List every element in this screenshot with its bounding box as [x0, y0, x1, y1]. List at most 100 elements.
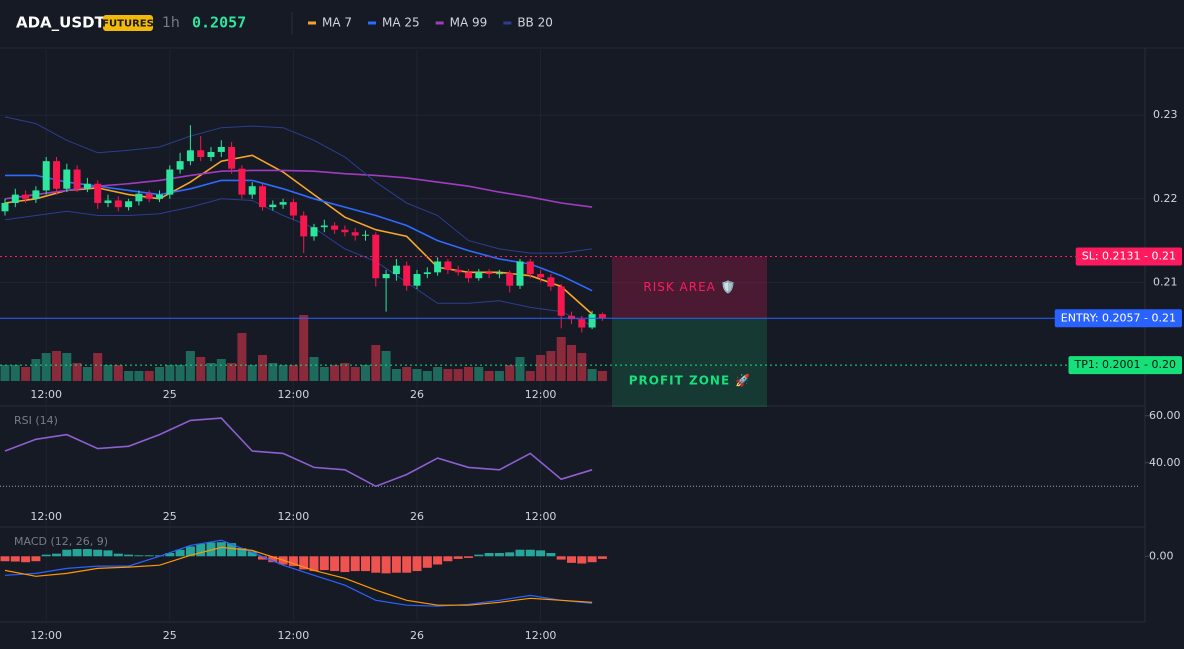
x-tick-label: 12:00	[525, 388, 557, 401]
candle-body	[320, 225, 328, 228]
ma-line	[5, 174, 593, 292]
macd-histogram	[536, 550, 546, 557]
volume-bar	[155, 367, 164, 381]
macd-histogram	[165, 553, 175, 557]
ma-line	[4, 154, 593, 315]
volume-bar	[237, 333, 247, 381]
candle-body	[300, 215, 308, 237]
x-tick-label: 12:00	[278, 510, 310, 523]
candle-body	[125, 201, 133, 208]
x-tick-label: 26	[410, 510, 424, 523]
x-tick-label: 12:00	[278, 388, 310, 401]
candle-body	[341, 229, 349, 233]
legend-label: BB 20	[517, 16, 553, 30]
macd-histogram	[402, 556, 412, 573]
macd-histogram	[21, 556, 31, 563]
volume-bar	[134, 371, 144, 381]
macd-histogram	[597, 556, 607, 559]
macd-histogram	[391, 556, 401, 573]
volume-bar	[494, 371, 504, 381]
x-tick-label: 25	[163, 510, 177, 523]
volume-bar	[525, 371, 535, 381]
volume-bar	[412, 369, 422, 381]
candle-body	[362, 234, 369, 236]
candle-body	[289, 202, 297, 216]
macd-histogram	[185, 546, 195, 557]
volume-bar	[103, 365, 113, 381]
y-tick-label: 0.00	[1149, 549, 1174, 562]
candle-body	[248, 186, 256, 195]
volume-bar	[515, 357, 525, 381]
zone-label: RISK AREA 🛡️	[643, 280, 736, 294]
macd-histogram	[546, 553, 556, 557]
plot: RISK AREA 🛡️ PROFIT ZONE 🚀 SL: 0.2131 - 0.…	[0, 116, 1182, 607]
x-tick-label: 26	[410, 629, 424, 642]
volume-bar	[464, 367, 473, 381]
macd-histogram	[288, 556, 298, 567]
signal-line	[4, 546, 593, 606]
candle-body	[145, 193, 153, 199]
candle-body	[217, 146, 225, 152]
macd-histogram	[227, 543, 237, 557]
x-tick-label: 12:00	[525, 629, 557, 642]
macd-histogram	[464, 556, 473, 558]
candle-body	[568, 315, 575, 320]
candle-body	[310, 227, 318, 237]
y-tick-label: 0.22	[1153, 192, 1178, 205]
volume-bar	[124, 371, 134, 381]
volume-bar	[10, 365, 20, 381]
panel-label: RSI (14)	[14, 414, 58, 427]
candle-body	[598, 314, 606, 319]
volume-bar	[567, 345, 576, 381]
volume-bar	[299, 315, 309, 381]
volume-bar	[505, 365, 515, 381]
volume-bar	[350, 367, 360, 381]
candle-body	[42, 161, 50, 191]
x-tick-label: 12:00	[30, 510, 62, 523]
volume-bar	[484, 371, 494, 381]
macd-histogram	[587, 556, 597, 563]
volume-bar	[556, 337, 566, 381]
macd-histogram	[361, 556, 370, 572]
legend: MA 7 MA 25 MA 99 BB 20	[308, 16, 553, 30]
macd-histogram	[31, 556, 41, 562]
macd-histogram	[134, 555, 144, 557]
candle-body	[166, 169, 174, 195]
volume-bar	[433, 367, 443, 381]
candle-body	[186, 150, 194, 162]
volume-bar	[185, 351, 195, 381]
x-tick-label: 12:00	[30, 388, 62, 401]
candle-body	[279, 202, 287, 205]
macd-histogram	[52, 553, 61, 557]
volume-bar	[402, 367, 412, 381]
candle-body	[228, 146, 236, 169]
volume-bar	[93, 353, 103, 381]
macd-histogram	[412, 556, 422, 572]
macd-histogram	[82, 549, 92, 557]
volume-bar	[546, 351, 556, 381]
macd-histogram	[41, 554, 51, 557]
macd-histogram	[330, 556, 340, 572]
ma-line	[4, 116, 593, 254]
macd-histogram	[484, 553, 494, 557]
legend-label: MA 99	[450, 16, 488, 30]
candle-body	[73, 169, 81, 189]
volume-bar	[196, 357, 206, 381]
macd-histogram	[268, 556, 278, 563]
rsi-line	[4, 417, 593, 488]
macd-histogram	[175, 549, 185, 557]
badge: FUTURES	[102, 19, 154, 30]
volume-bar	[165, 365, 175, 381]
volume-bar	[52, 351, 61, 381]
candle-body	[269, 204, 277, 208]
legend-label: MA 7	[322, 16, 352, 30]
macd-histogram	[381, 556, 391, 574]
volume-bar	[0, 365, 10, 381]
volume-bar	[474, 367, 484, 381]
macd-histogram	[62, 549, 72, 557]
candle-body	[547, 277, 555, 287]
macd-histogram	[350, 556, 360, 572]
volume-bar	[391, 369, 401, 381]
volume-bar	[144, 371, 154, 381]
